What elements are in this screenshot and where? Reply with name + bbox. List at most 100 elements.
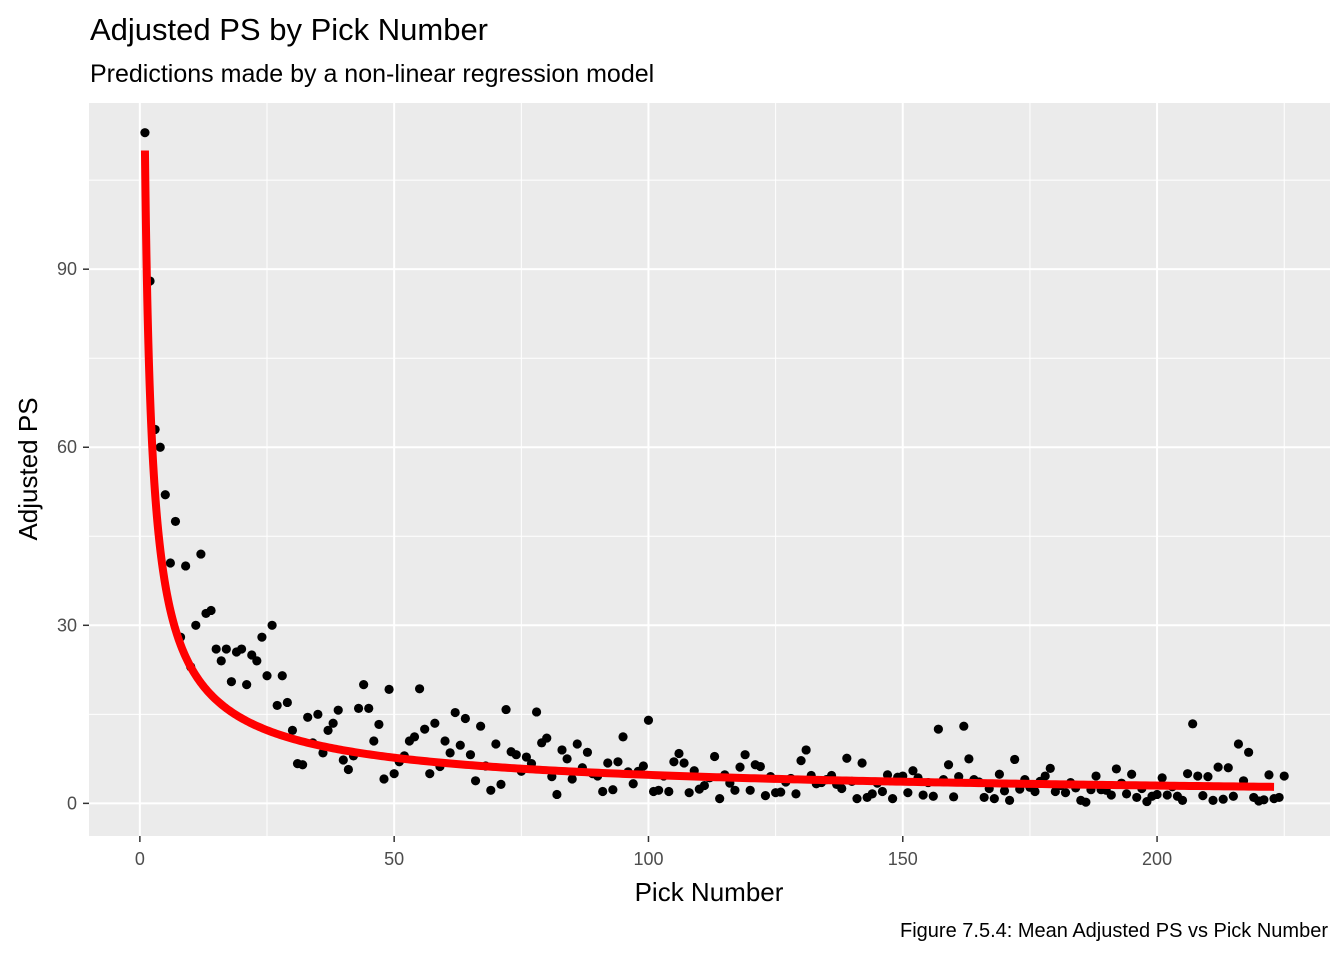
data-point [1121,789,1132,799]
data-point [791,789,801,799]
data-point [1218,794,1228,804]
data-point [1157,773,1167,783]
data-point [796,756,806,766]
data-point [852,794,862,804]
data-point [196,549,206,559]
data-point [221,644,231,654]
data-point [470,776,481,786]
y-tick-label: 60 [57,437,77,457]
data-point [374,719,384,730]
data-point [552,789,562,800]
data-point [277,671,287,681]
data-point [943,760,954,770]
data-point [1198,791,1208,801]
data-point [760,791,771,801]
data-point [267,620,277,630]
data-points [140,128,1289,807]
data-point [430,718,440,728]
data-point [730,785,740,795]
data-point [140,128,150,138]
x-axis-ticks: 0 50 100 150 200 [135,836,1172,869]
data-point [1111,764,1121,774]
data-point [999,786,1010,796]
data-point [409,732,420,742]
data-point [465,750,476,760]
data-point [959,721,969,731]
data-point [425,769,435,779]
data-point [1030,786,1040,797]
data-point [1081,797,1091,807]
data-point [521,752,532,762]
data-point [1106,790,1116,800]
data-point [964,754,974,764]
chart-subtitle: Predictions made by a non-linear regress… [90,60,655,88]
data-point [450,707,460,718]
data-point [654,785,664,795]
data-point [298,760,308,770]
data-point [608,785,618,795]
data-point [440,736,450,746]
data-point [1132,792,1142,803]
data-point [613,757,623,767]
data-point [476,721,486,731]
x-tick-label: 200 [1142,849,1172,869]
data-point [272,700,282,711]
data-point [491,739,501,749]
data-point [486,785,496,795]
data-point [420,724,430,734]
data-point [1040,771,1050,781]
data-point [445,748,455,758]
data-point [511,750,521,760]
data-point [170,516,181,527]
data-point [949,792,959,802]
data-point [236,644,247,654]
data-point [918,790,928,800]
data-point [745,785,755,795]
data-point [628,779,638,789]
y-axis-ticks: 0 30 60 90 [57,259,89,813]
data-point [740,750,750,760]
y-tick-label: 0 [67,793,77,813]
data-point [1162,790,1172,800]
data-point [867,789,877,799]
data-point [1259,795,1269,805]
regression-fit-line [140,148,1275,791]
data-point [1233,739,1244,749]
data-point [903,788,913,798]
data-point [303,712,313,722]
data-point [908,766,918,776]
data-point [1127,769,1137,779]
data-point [887,794,898,804]
data-point [384,684,394,695]
data-point [501,704,511,715]
data-point [338,755,348,765]
data-point [857,758,867,768]
data-point [226,677,237,687]
major-gridlines [89,103,1330,836]
data-point [1274,792,1284,803]
data-point [455,740,465,750]
data-point [618,732,628,742]
data-point [699,780,710,791]
data-point [557,745,567,755]
data-point [638,761,648,771]
data-point [643,715,654,725]
data-point [709,751,720,762]
data-point [842,753,852,763]
data-point [1279,771,1289,781]
data-point [531,707,542,717]
data-point [928,791,938,801]
data-point [715,794,725,804]
x-tick-label: 100 [633,849,663,869]
data-point [323,725,333,735]
data-point [287,725,298,735]
data-point [1193,771,1203,781]
data-point [994,769,1005,779]
y-axis-title: Adjusted PS [13,397,43,540]
data-point [282,697,292,708]
data-point [582,747,593,757]
data-point [1244,747,1254,757]
data-point [257,632,267,642]
data-point [562,754,572,764]
y-tick-label: 90 [57,259,77,279]
